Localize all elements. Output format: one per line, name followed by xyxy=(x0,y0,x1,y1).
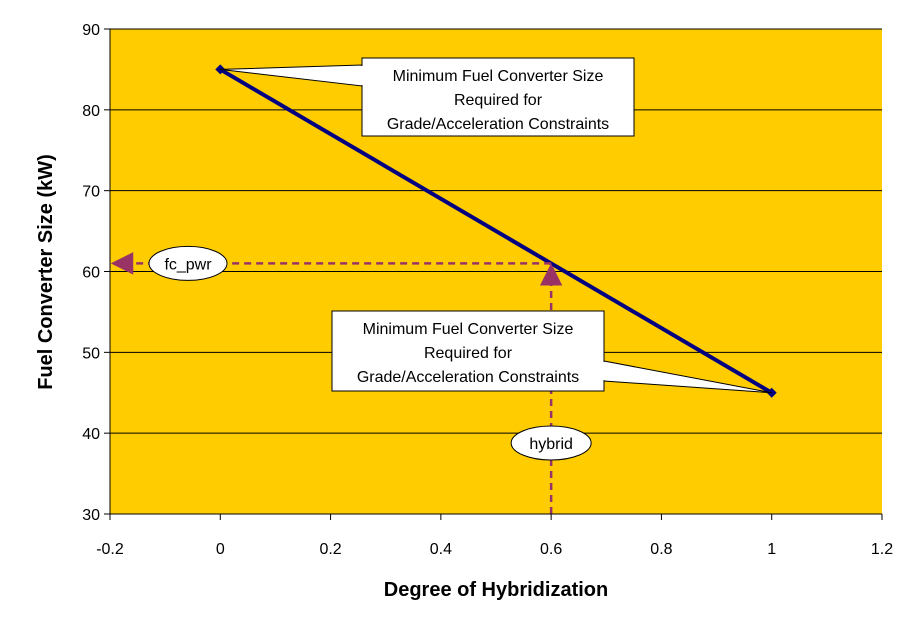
fc-pwr-oval xyxy=(148,245,228,281)
callout-text-line: Required for xyxy=(424,345,513,362)
y-axis-title: Fuel Converter Size (kW) xyxy=(35,154,57,390)
y-tick-label: 60 xyxy=(82,265,100,282)
callout-box xyxy=(331,310,605,392)
callout-text-line: Grade/Acceleration Constraints xyxy=(387,116,609,133)
x-tick-label: 0 xyxy=(216,541,225,558)
x-tick-label: 0.8 xyxy=(650,541,672,558)
hybrid-oval xyxy=(510,425,592,461)
series-line xyxy=(219,67,773,395)
callout-text-line: Grade/Acceleration Constraints xyxy=(357,369,579,386)
x-tick-label: 1 xyxy=(767,541,776,558)
x-tick-label: 1.2 xyxy=(871,541,893,558)
callout-box xyxy=(361,57,635,137)
y-tick-label: 30 xyxy=(82,507,100,524)
axes: 30 40 50 60 70 80 90 -0.2 0 0.2 0.4 0.6 0.8 1 1.2 xyxy=(82,22,893,558)
guide-label-layer: hybrid fc_pwr xyxy=(148,245,592,461)
annotation-layer: Minimum Fuel Converter Size Required for G… xyxy=(220,57,772,394)
y-tick-label: 40 xyxy=(82,426,100,443)
x-tick-label: 0.6 xyxy=(540,541,562,558)
x-tick-label: 0.4 xyxy=(430,541,452,558)
callout-text-line: Minimum Fuel Converter Size xyxy=(393,68,604,85)
callout-text-line: Minimum Fuel Converter Size xyxy=(363,321,574,338)
x-tick-label: -0.2 xyxy=(96,541,124,558)
fc-pwr-label: fc_pwr xyxy=(164,256,212,273)
x-axis-title: Degree of Hybridization xyxy=(384,579,608,601)
x-tick-label: 0.2 xyxy=(319,541,341,558)
y-tick-label: 90 xyxy=(82,22,100,39)
y-tick-label: 70 xyxy=(82,184,100,201)
y-tick-label: 80 xyxy=(82,103,100,120)
callout-text-line: Required for xyxy=(454,92,543,109)
hybrid-label: hybrid xyxy=(529,436,573,453)
y-tick-label: 50 xyxy=(82,345,100,362)
